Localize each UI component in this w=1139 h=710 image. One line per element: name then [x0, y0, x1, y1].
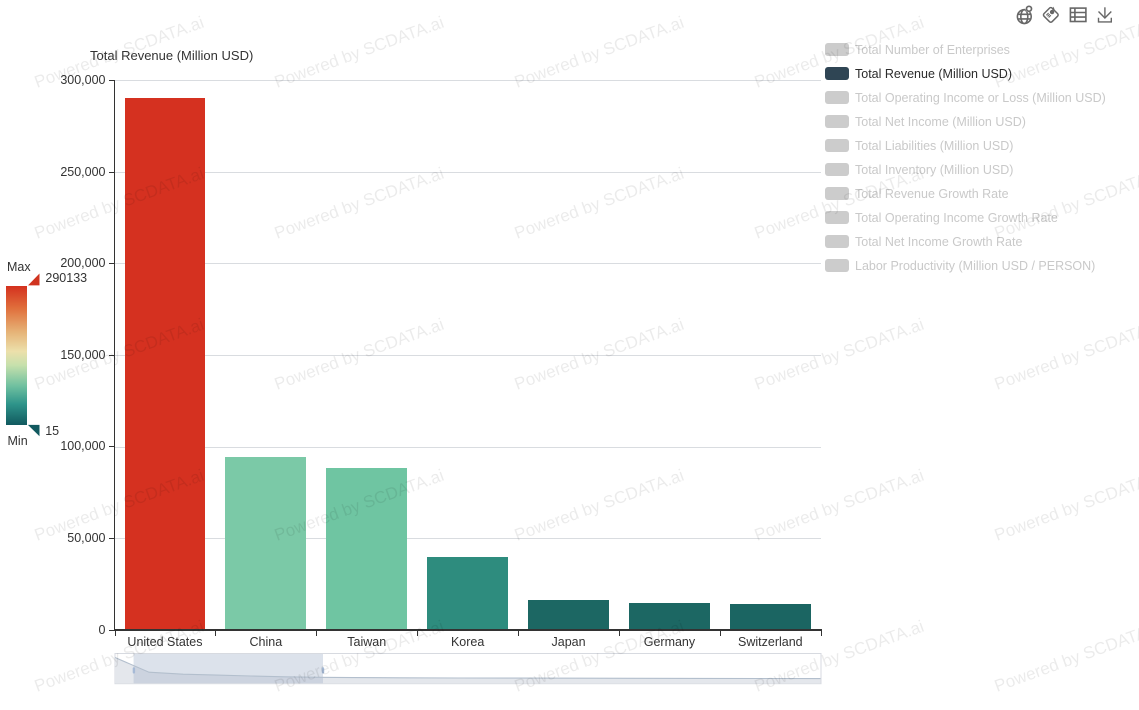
svg-text:Powered by SCDATA.ai: Powered by SCDATA.ai [512, 13, 687, 92]
svg-text:Powered by SCDATA.ai: Powered by SCDATA.ai [992, 315, 1139, 394]
svg-text:Powered by SCDATA.ai: Powered by SCDATA.ai [32, 164, 207, 243]
svg-text:Powered by SCDATA.ai: Powered by SCDATA.ai [32, 315, 207, 394]
svg-text:Powered by SCDATA.ai: Powered by SCDATA.ai [512, 315, 687, 394]
svg-text:Powered by SCDATA.ai: Powered by SCDATA.ai [752, 13, 927, 92]
svg-text:Powered by SCDATA.ai: Powered by SCDATA.ai [272, 13, 447, 92]
svg-text:Powered by SCDATA.ai: Powered by SCDATA.ai [512, 466, 687, 545]
svg-text:Powered by SCDATA.ai: Powered by SCDATA.ai [512, 164, 687, 243]
svg-text:Powered by SCDATA.ai: Powered by SCDATA.ai [752, 466, 927, 545]
svg-text:Powered by SCDATA.ai: Powered by SCDATA.ai [272, 617, 447, 696]
svg-text:Powered by SCDATA.ai: Powered by SCDATA.ai [752, 315, 927, 394]
svg-text:Powered by SCDATA.ai: Powered by SCDATA.ai [752, 164, 927, 243]
svg-text:Powered by SCDATA.ai: Powered by SCDATA.ai [992, 466, 1139, 545]
svg-text:Powered by SCDATA.ai: Powered by SCDATA.ai [272, 466, 447, 545]
svg-text:Powered by SCDATA.ai: Powered by SCDATA.ai [272, 164, 447, 243]
svg-text:Powered by SCDATA.ai: Powered by SCDATA.ai [32, 617, 207, 696]
svg-text:Powered by SCDATA.ai: Powered by SCDATA.ai [512, 617, 687, 696]
svg-text:Powered by SCDATA.ai: Powered by SCDATA.ai [992, 13, 1139, 92]
svg-text:Powered by SCDATA.ai: Powered by SCDATA.ai [992, 617, 1139, 696]
svg-text:Powered by SCDATA.ai: Powered by SCDATA.ai [32, 13, 207, 92]
svg-text:Powered by SCDATA.ai: Powered by SCDATA.ai [272, 315, 447, 394]
svg-text:Powered by SCDATA.ai: Powered by SCDATA.ai [752, 617, 927, 696]
svg-text:Powered by SCDATA.ai: Powered by SCDATA.ai [992, 164, 1139, 243]
svg-text:Powered by SCDATA.ai: Powered by SCDATA.ai [32, 466, 207, 545]
